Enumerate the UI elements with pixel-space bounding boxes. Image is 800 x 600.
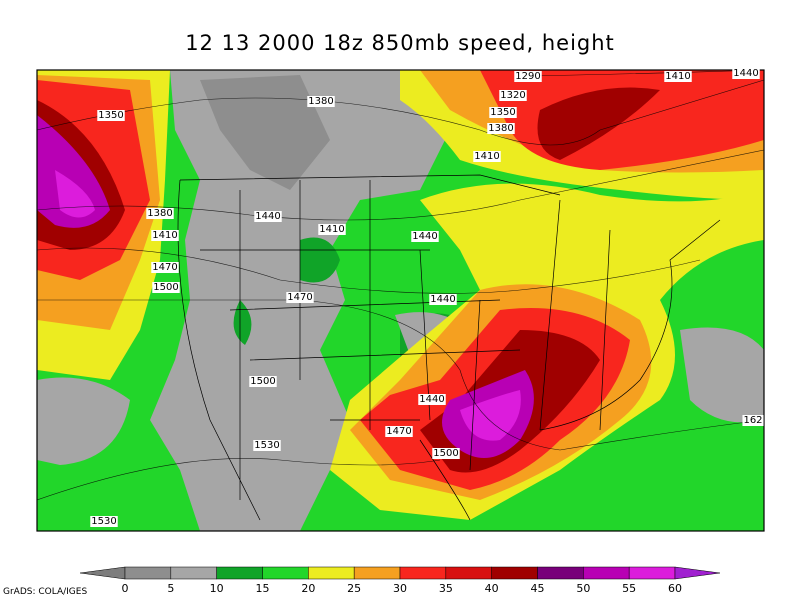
contour-label-box — [151, 262, 179, 273]
contour-label: 1290 — [515, 71, 540, 82]
colorbar-tick-label: 5 — [167, 582, 174, 595]
colorbar-box — [308, 566, 355, 580]
contour-label: 1350 — [98, 110, 123, 121]
colorbar-box — [445, 566, 492, 580]
contour-label-box — [418, 394, 446, 405]
contour-label-box — [499, 90, 527, 101]
map-title: 12 13 2000 18z 850mb speed, height — [185, 31, 615, 55]
map — [37, 70, 764, 531]
colorbar-tick-label: 0 — [122, 582, 129, 595]
colorbar-box — [491, 566, 538, 580]
contour-label-box — [152, 282, 180, 293]
contour-label: 1440 — [733, 68, 758, 79]
contour-label: 1470 — [386, 426, 411, 437]
contour-label: 1440 — [255, 211, 280, 222]
contour-label-box — [254, 211, 282, 222]
contour-label: 1440 — [430, 294, 455, 305]
contour-label-box — [385, 426, 413, 437]
colorbar-tick-label: 55 — [622, 582, 636, 595]
contour-label: 1410 — [474, 151, 499, 162]
colorbar-box — [353, 566, 401, 580]
colorbar-high — [674, 566, 721, 580]
contour-label: 1410 — [152, 230, 177, 241]
contour-label-box — [742, 415, 764, 426]
contour-label-box — [514, 71, 542, 82]
contour-label-box — [432, 448, 460, 459]
colorbar-box — [537, 566, 584, 580]
colorbar-tick-label: 15 — [256, 582, 270, 595]
contour-label: 1500 — [433, 448, 458, 459]
contour-label: 1500 — [250, 376, 275, 387]
contour-label: 1410 — [665, 71, 690, 82]
contour-label-box — [318, 224, 346, 235]
colorbar: 0 5 10 15 20 25 30 35 40 45 50 55 60 — [79, 566, 721, 595]
colorbar-tick-label: 60 — [668, 582, 682, 595]
contour-label: 1470 — [287, 292, 312, 303]
colorbar-tick-label: 30 — [393, 582, 407, 595]
contour-label-box — [473, 151, 501, 162]
colorbar-tick-label: 50 — [576, 582, 590, 595]
contour-label: 1380 — [308, 96, 333, 107]
contour-label: 1410 — [319, 224, 344, 235]
contour-labels: 1350 1380 1290 1320 1350 1380 1410 1440 … — [90, 68, 764, 527]
contour-label: 1500 — [153, 282, 178, 293]
contour-label-box — [489, 107, 517, 118]
contour-label: 1320 — [500, 90, 525, 101]
colorbar-low — [79, 566, 126, 580]
contour-label-box — [664, 71, 692, 82]
colorbar-box — [583, 566, 630, 580]
contour-label: 1530 — [254, 440, 279, 451]
contour-label-box — [307, 96, 335, 107]
contour-label-box — [97, 110, 125, 121]
contour-label: 1530 — [91, 516, 116, 527]
colorbar-box — [216, 566, 263, 580]
map-frame — [36, 69, 765, 532]
contour-label-box — [286, 292, 314, 303]
contour-label-box — [411, 231, 439, 242]
contour-label-box — [151, 230, 179, 241]
contour-label-box — [146, 208, 174, 219]
contour-label-box — [253, 440, 281, 451]
colorbar-box — [170, 566, 217, 580]
contour-label-box — [732, 68, 760, 79]
contour-label: 1440 — [412, 231, 437, 242]
colorbar-tick-label: 45 — [531, 582, 545, 595]
colorbar-tick-label: 20 — [301, 582, 315, 595]
contour-label: 162 — [743, 415, 762, 426]
credit: GrADS: COLA/IGES — [3, 587, 87, 597]
contour-label: 1470 — [152, 262, 177, 273]
contour-label: 1350 — [490, 107, 515, 118]
colorbar-box — [628, 566, 676, 580]
colorbar-tick-label: 10 — [210, 582, 224, 595]
colorbar-tick-label: 35 — [439, 582, 453, 595]
contour-label-box — [90, 516, 118, 527]
contour-label: 1380 — [488, 123, 513, 134]
colorbar-box — [399, 566, 447, 580]
colorbar-box — [124, 566, 172, 580]
contour-label: 1440 — [419, 394, 444, 405]
colorbar-tick-label: 25 — [347, 582, 361, 595]
contour-label-box — [487, 123, 515, 134]
contour-label: 1380 — [147, 208, 172, 219]
colorbar-box — [262, 566, 309, 580]
contour-label-box — [249, 376, 277, 387]
colorbar-tick-label: 40 — [485, 582, 499, 595]
contour-label-box — [429, 294, 457, 305]
